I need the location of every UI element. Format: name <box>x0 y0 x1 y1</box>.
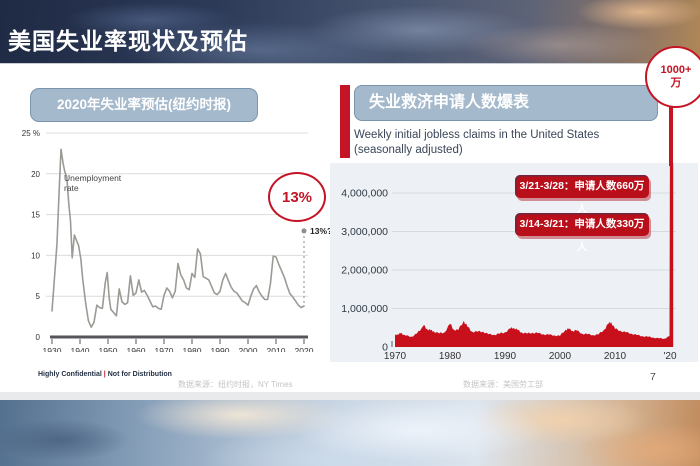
source-note-right: 数据来源：美国劳工部 <box>463 380 543 389</box>
y-axis-label: 1,000,000 <box>341 303 388 315</box>
top-photo-banner <box>0 0 700 64</box>
x-axis-label: 1940 <box>71 346 90 352</box>
subtitle-line-1: Weekly initial jobless claims in the Uni… <box>354 129 600 141</box>
x-axis-label: 1930 <box>43 346 62 352</box>
claims-badge-latest-week: 3/21-3/28：申请人数660万人 <box>515 175 649 215</box>
x-axis-label: 1980 <box>439 351 462 362</box>
left-chart-title: 2020年失业率预估(纽约时报) <box>30 88 258 122</box>
unemployment-rate-line-chart: 0 5 10 15 20 25 % 1930 1940 1950 1960 1970 1980 1990… <box>22 129 330 352</box>
x-axis-label: 1970 <box>384 351 407 362</box>
ten-million-label: 1000+ 万 <box>660 64 692 89</box>
x-axis-label: 2010 <box>604 351 627 362</box>
x-axis-label: 1960 <box>127 346 146 352</box>
projection-marker-dot <box>301 228 307 234</box>
y-axis-label: 0 <box>382 342 388 354</box>
x-axis-label: 1990 <box>494 351 517 362</box>
y-axis-label: 3,000,000 <box>341 226 388 238</box>
y-axis-label: 20 <box>31 170 40 179</box>
y-axis-label: 0 <box>36 333 41 342</box>
y-axis-label: 2,000,000 <box>341 265 388 277</box>
unemployment-rate-line <box>51 148 305 328</box>
claims-spike-line <box>669 106 673 166</box>
x-axis-label: '20 <box>663 351 676 362</box>
page-title: 美国失业率现状及预估 <box>8 28 248 54</box>
y-axis-label: 15 <box>31 211 40 220</box>
ten-million-callout: 1000+ 万 <box>645 46 700 108</box>
page-number: 7 <box>650 371 656 383</box>
x-axis-label: 1970 <box>155 346 174 352</box>
claims-badge-previous-week: 3/14-3/21：申请人数330万人 <box>515 213 649 253</box>
x-axis-label: 2000 <box>239 346 258 352</box>
y-axis-label: 4,000,000 <box>341 188 388 200</box>
x-axis-label: 1980 <box>183 346 202 352</box>
series-annotation: Unemployment rate <box>64 173 122 193</box>
red-accent-bar <box>340 85 350 158</box>
right-chart-subtitle: Weekly initial jobless claims in the Uni… <box>354 128 654 158</box>
right-chart-title: 失业救济申请人数爆表 <box>354 85 658 121</box>
x-axis-label: 1990 <box>211 346 230 352</box>
y-axis-label: 25 % <box>22 129 40 138</box>
source-note-left: 数据来源：纽约时报，NY Times <box>178 380 293 389</box>
divider: | <box>103 371 106 378</box>
bottom-photo-banner <box>0 400 700 466</box>
jobless-claims-area <box>395 163 674 347</box>
x-axis-label: 2010 <box>267 346 286 352</box>
confidential-note: Highly Confidential | Not for Distribution <box>38 371 172 378</box>
forecast-13-percent-callout: 13% <box>268 172 326 222</box>
y-axis-label: 10 <box>31 251 40 260</box>
x-axis-label: 1950 <box>99 346 118 352</box>
subtitle-line-2: (seasonally adjusted) <box>354 143 463 156</box>
projection-label: 13%? <box>310 226 330 236</box>
y-axis-label: 5 <box>36 292 41 301</box>
x-axis-label: 2000 <box>549 351 572 362</box>
forecast-13-percent-label: 13% <box>281 188 313 206</box>
footer-divider-strip <box>0 392 700 400</box>
x-axis-label: 2020 <box>295 346 314 352</box>
